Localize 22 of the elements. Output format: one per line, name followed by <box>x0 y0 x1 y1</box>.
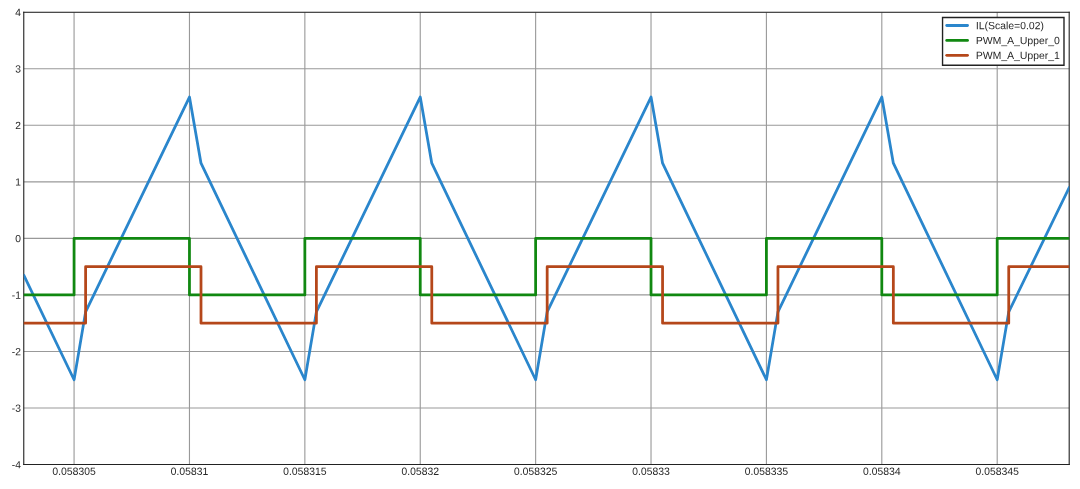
y-tick-label: 3 <box>15 65 21 73</box>
x-tick-label: 0.058315 <box>283 467 327 475</box>
x-tick-label: 0.05834 <box>863 467 901 475</box>
y-tick-label: -1 <box>12 291 21 299</box>
x-tick-label: 0.058335 <box>745 467 788 475</box>
y-tick-label: 2 <box>15 121 21 130</box>
legend-label: PWM_A_Upper_0 <box>976 36 1060 47</box>
line-series <box>23 95 1070 382</box>
y-tick-label: -2 <box>12 347 21 356</box>
x-tick-label: 0.058325 <box>514 467 557 475</box>
y-tick-label: 4 <box>15 8 21 16</box>
x-tick-label: 0.05832 <box>401 467 439 475</box>
x-tick-label: 0.058305 <box>52 467 96 475</box>
y-tick-label: 0 <box>15 234 21 243</box>
x-tick-label: 0.05833 <box>632 467 670 475</box>
legend-label: PWM_A_Upper_1 <box>976 51 1060 62</box>
x-tick-label: 0.05831 <box>171 467 208 475</box>
y-tick-label: 1 <box>15 178 21 186</box>
x-tick-label: 0.058345 <box>975 467 1019 475</box>
legend-label: IL(Scale=0.02) <box>976 21 1044 32</box>
y-tick-label: -3 <box>12 404 21 412</box>
y-tick-label: -4 <box>12 461 21 469</box>
